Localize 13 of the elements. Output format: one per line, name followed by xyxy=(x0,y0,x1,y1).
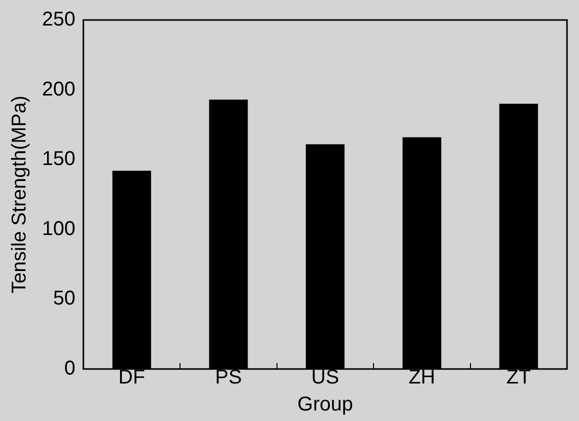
y-tick-label: 250 xyxy=(42,8,76,31)
y-tick-label: 50 xyxy=(53,288,76,310)
y-axis-title: Tensile Strength(MPa) xyxy=(8,96,31,294)
x-tick-label: DF xyxy=(118,366,146,389)
x-tick-label: ZT xyxy=(506,366,531,389)
y-tick-label: 100 xyxy=(42,218,76,240)
y-tick-label: 0 xyxy=(64,358,76,380)
x-axis-title: Group xyxy=(297,394,353,416)
y-tick-label: 150 xyxy=(42,148,76,170)
x-tick-label: US xyxy=(311,366,340,389)
x-tick-label: PS xyxy=(215,366,242,389)
x-tick-label: ZH xyxy=(408,366,436,389)
y-tick-label: 200 xyxy=(42,78,76,100)
